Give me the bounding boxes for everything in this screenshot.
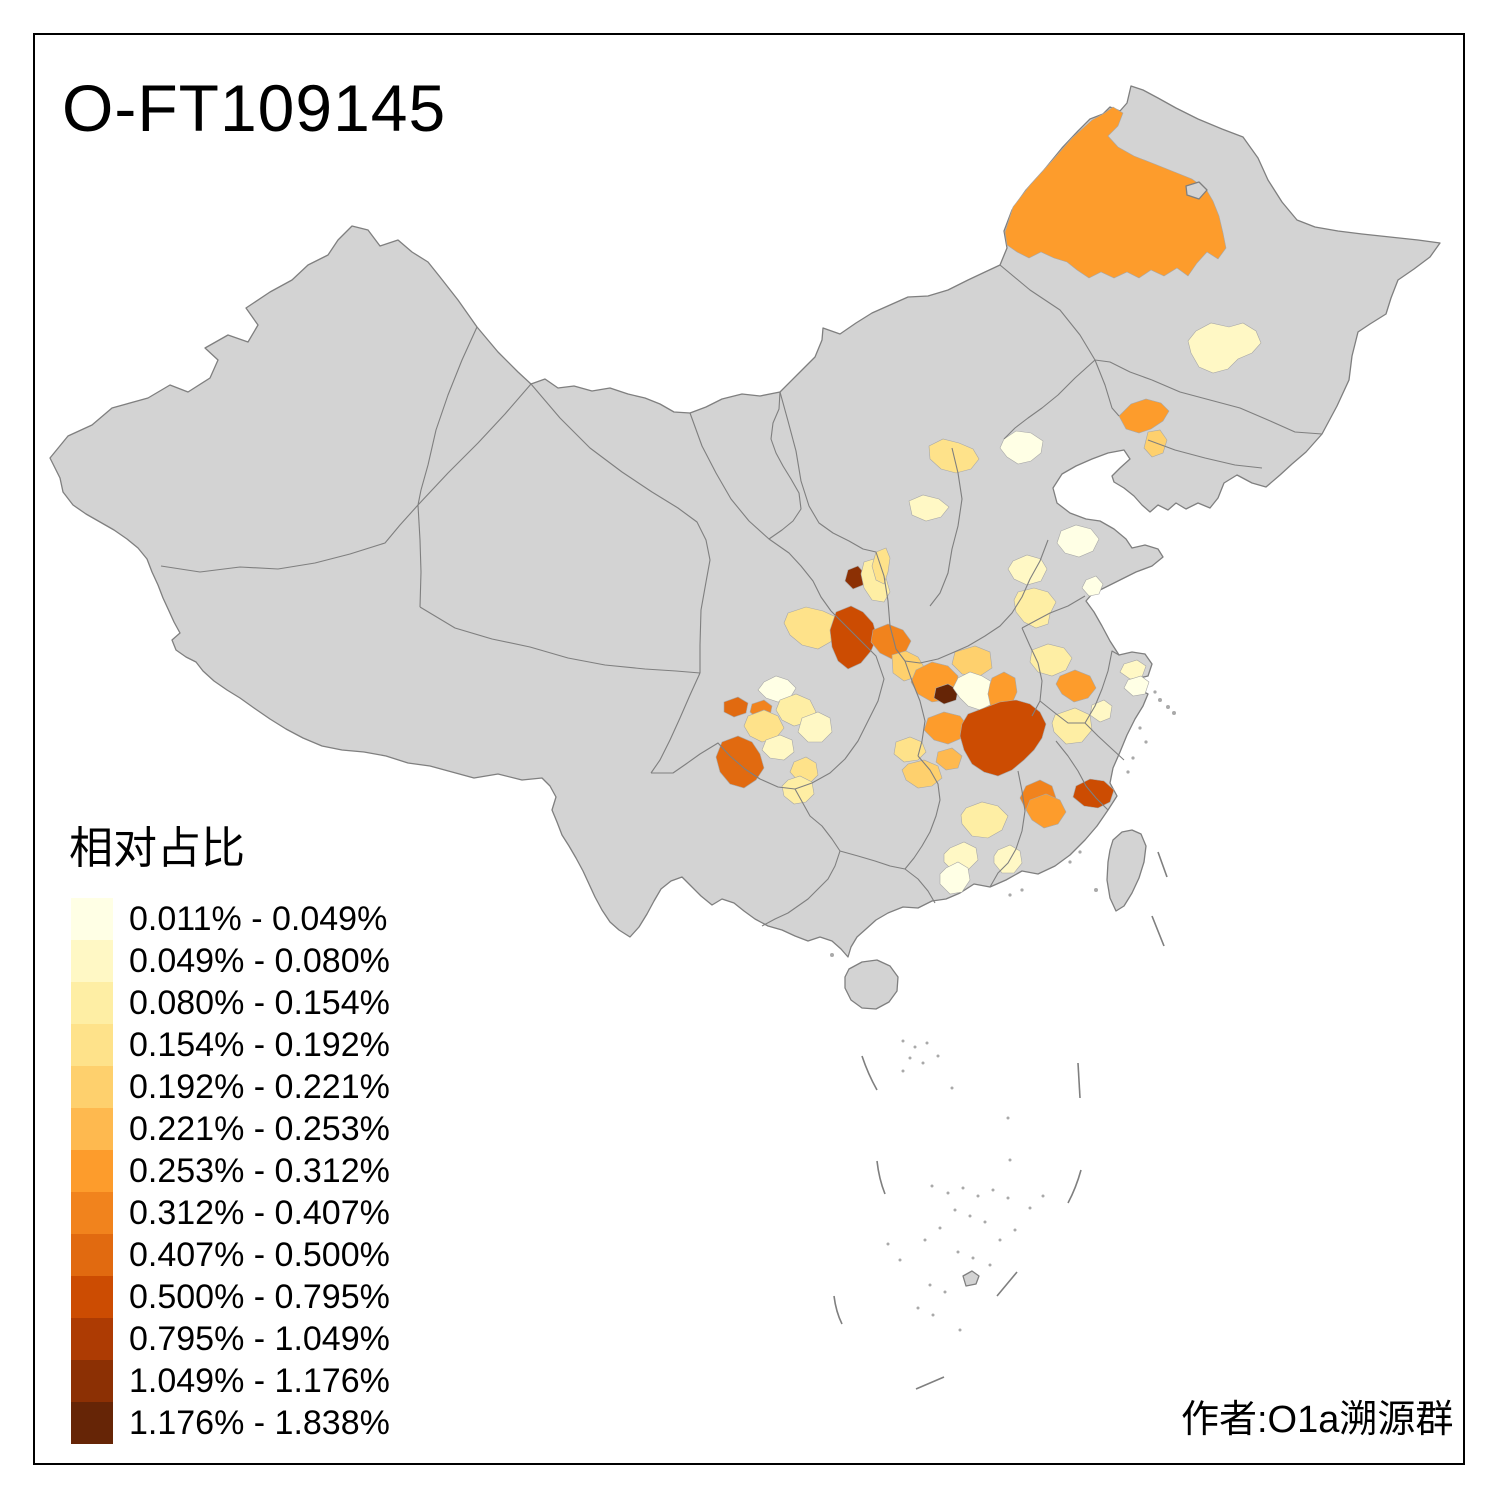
plot-frame	[33, 33, 1465, 1465]
legend-item: 0.221% - 0.253%	[71, 1108, 390, 1150]
map-region-shanghai-white	[1123, 675, 1150, 697]
legend-item: 0.500% - 0.795%	[71, 1276, 390, 1318]
legend-item: 0.253% - 0.312%	[71, 1150, 390, 1192]
attribution: 作者:O1a溯源群	[1181, 1399, 1454, 1441]
map-region-jinzhou	[1143, 429, 1168, 458]
map-region-dark-nw	[844, 565, 866, 590]
legend-swatch	[71, 1318, 113, 1360]
map-region-zhaotong	[789, 756, 819, 784]
map-region-meishan	[761, 734, 795, 761]
legend-label: 1.049% - 1.176%	[129, 1361, 390, 1400]
taiwan-island	[1106, 829, 1147, 912]
legend-swatch	[71, 982, 113, 1024]
map-region-qingyuan-white	[939, 861, 971, 895]
legend-label: 0.221% - 0.253%	[129, 1109, 390, 1148]
legend-item: 0.312% - 0.407%	[71, 1192, 390, 1234]
legend-label: 0.312% - 0.407%	[129, 1193, 390, 1232]
map-region-harbin	[1187, 322, 1262, 374]
map-region-shaoguan	[993, 844, 1023, 874]
legend-swatch	[71, 1276, 113, 1318]
legend-item: 1.049% - 1.176%	[71, 1360, 390, 1402]
legend-item: 0.154% - 0.192%	[71, 1024, 390, 1066]
map-region-suining-pale	[797, 711, 833, 743]
province-borders	[160, 264, 1323, 927]
legend-item: 0.049% - 0.080%	[71, 940, 390, 982]
legend-item: 0.011% - 0.049%	[71, 898, 390, 940]
legend-label: 0.049% - 0.080%	[129, 941, 390, 980]
map-region-hefei-pale	[1029, 643, 1073, 677]
legend-swatch	[71, 940, 113, 982]
map-region-fuzhou	[1072, 778, 1115, 809]
legend-swatch	[71, 1108, 113, 1150]
hainan-island	[844, 959, 899, 1010]
china-mainland-outline	[49, 85, 1441, 958]
legend-item: 0.795% - 1.049%	[71, 1318, 390, 1360]
map-region-shiyan-dark	[933, 683, 959, 705]
legend-swatch	[71, 1192, 113, 1234]
map-region-nanyang-n	[951, 645, 993, 677]
map-region-jinan	[1056, 524, 1100, 558]
legend-items: 0.011% - 0.049% 0.049% - 0.080% 0.080% - 0…	[71, 898, 390, 1444]
legend-swatch	[71, 1024, 113, 1066]
map-region-enshi	[901, 759, 943, 789]
map-region-hulunbuir	[1004, 106, 1227, 279]
legend-swatch	[71, 1150, 113, 1192]
map-region-liangshan	[715, 735, 765, 789]
legend-swatch	[71, 1234, 113, 1276]
map-region-hunan-pale	[960, 801, 1009, 839]
map-region-sanming	[1025, 793, 1067, 829]
legend-label: 0.795% - 1.049%	[129, 1319, 390, 1358]
legend-label: 0.192% - 0.221%	[129, 1067, 390, 1106]
legend-label: 0.011% - 0.049%	[129, 899, 388, 938]
legend-swatch	[71, 1402, 113, 1444]
nine-dash-line	[833, 851, 1168, 1390]
legend-label: 0.154% - 0.192%	[129, 1025, 390, 1064]
map-region-changsha-blob	[959, 699, 1047, 777]
legend-item: 0.407% - 0.500%	[71, 1234, 390, 1276]
south-china-sea-islands	[886, 1039, 1045, 1332]
map-region-yichang	[935, 747, 963, 771]
legend: 相对占比 0.011% - 0.049% 0.049% - 0.080% 0.080…	[69, 812, 390, 1444]
legend-label: 0.407% - 0.500%	[129, 1235, 390, 1274]
map-region-yaan	[723, 696, 749, 718]
legend-label: 0.080% - 0.154%	[129, 983, 390, 1022]
legend-label: 0.253% - 0.312%	[129, 1151, 390, 1190]
legend-item: 0.080% - 0.154%	[71, 982, 390, 1024]
legend-label: 1.176% - 1.838%	[129, 1403, 390, 1442]
map-region-guizhou-pale	[781, 775, 815, 805]
legend-title: 相对占比	[69, 824, 245, 873]
legend-swatch	[71, 898, 113, 940]
legend-item: 1.176% - 1.838%	[71, 1402, 390, 1444]
map-region-anqing-orange	[1055, 669, 1097, 703]
map-region-hebei-s	[1007, 554, 1048, 586]
page-title: O-FT109145	[62, 71, 447, 145]
legend-swatch	[71, 1360, 113, 1402]
legend-label: 0.500% - 0.795%	[129, 1277, 390, 1316]
map-region-beijing	[999, 430, 1044, 465]
legend-swatch	[71, 1066, 113, 1108]
legend-item: 0.192% - 0.221%	[71, 1066, 390, 1108]
hulunbuir-enclave	[1185, 181, 1208, 200]
map-region-shenyang	[1118, 398, 1170, 434]
map-region-xinzhou	[908, 494, 950, 522]
islands	[830, 690, 1176, 1010]
map-region-xuzhou-white	[1081, 575, 1104, 597]
map-patches	[715, 106, 1262, 895]
map-region-jingdezhen-pale	[1051, 707, 1093, 745]
